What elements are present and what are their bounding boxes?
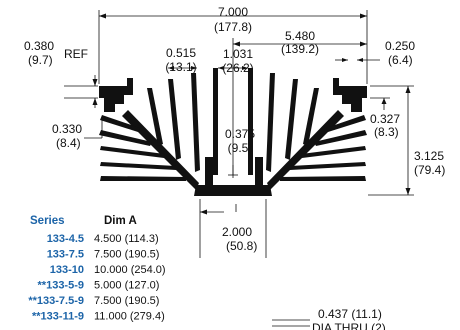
half-width-in: 5.480 xyxy=(285,29,315,43)
center-gap-in: 1.031 xyxy=(223,47,253,61)
dim-cell: 7.500 (190.5) xyxy=(94,295,159,307)
side-drop-mm: (8.3) xyxy=(374,125,399,139)
height-in: 3.125 xyxy=(414,149,444,163)
base-thick-mm: (8.4) xyxy=(56,136,81,150)
side-drop-in: 0.327 xyxy=(370,112,400,126)
hole-dim: 0.437 (11.1) xyxy=(318,307,382,321)
dimension-lines xyxy=(64,10,414,327)
height-mm: (79.4) xyxy=(414,163,445,177)
half-width-mm: (139.2) xyxy=(281,42,319,56)
dim-cell: 5.000 (127.0) xyxy=(94,280,159,292)
center-fin-in: 0.375 xyxy=(225,127,255,141)
overall-width-in: 7.000 xyxy=(218,5,248,19)
hole-note: DIA THRU (2) xyxy=(312,321,386,330)
heatsink-profile xyxy=(99,68,367,196)
series-header: Series xyxy=(30,215,65,227)
dim-cell: 4.500 (114.3) xyxy=(94,233,159,245)
overall-width-mm: (177.8) xyxy=(214,20,252,34)
dim-cell: 11.000 (279.4) xyxy=(94,311,165,323)
series-cell: 133-10 xyxy=(50,264,84,276)
ref-in: 0.380 xyxy=(24,39,54,53)
series-cell: **133-5-9 xyxy=(38,280,84,292)
series-cell: 133-4.5 xyxy=(47,233,84,245)
fin-pitch-mm: (13.1) xyxy=(165,60,196,74)
series-cell: 133-7.5 xyxy=(47,249,84,261)
series-cell: **133-11-9 xyxy=(32,311,84,323)
center-fin-mm: (9.5) xyxy=(228,141,253,155)
dim-header: Dim A xyxy=(104,215,137,227)
ref-label: REF xyxy=(64,47,88,61)
series-cell: **133-7.5-9 xyxy=(28,295,84,307)
dim-cell: 10.000 (254.0) xyxy=(94,264,166,276)
dimension-labels: 7.000 (177.8) 5.480 (139.2) 0.380 REF (9… xyxy=(24,5,445,330)
base-width-mm: (50.8) xyxy=(226,239,257,253)
base-thick-in: 0.330 xyxy=(52,122,82,136)
tab-mm: (6.4) xyxy=(388,53,413,67)
fin-pitch-in: 0.515 xyxy=(166,46,196,60)
series-table: Series Dim A 133-4.5 4.500 (114.3) 133-7.5… xyxy=(28,215,165,323)
base-width-in: 2.000 xyxy=(222,225,252,239)
tab-in: 0.250 xyxy=(385,39,415,53)
center-gap-mm: (26.2) xyxy=(222,61,253,75)
dim-cell: 7.500 (190.5) xyxy=(94,249,159,261)
ref-mm: (9.7) xyxy=(28,53,53,67)
